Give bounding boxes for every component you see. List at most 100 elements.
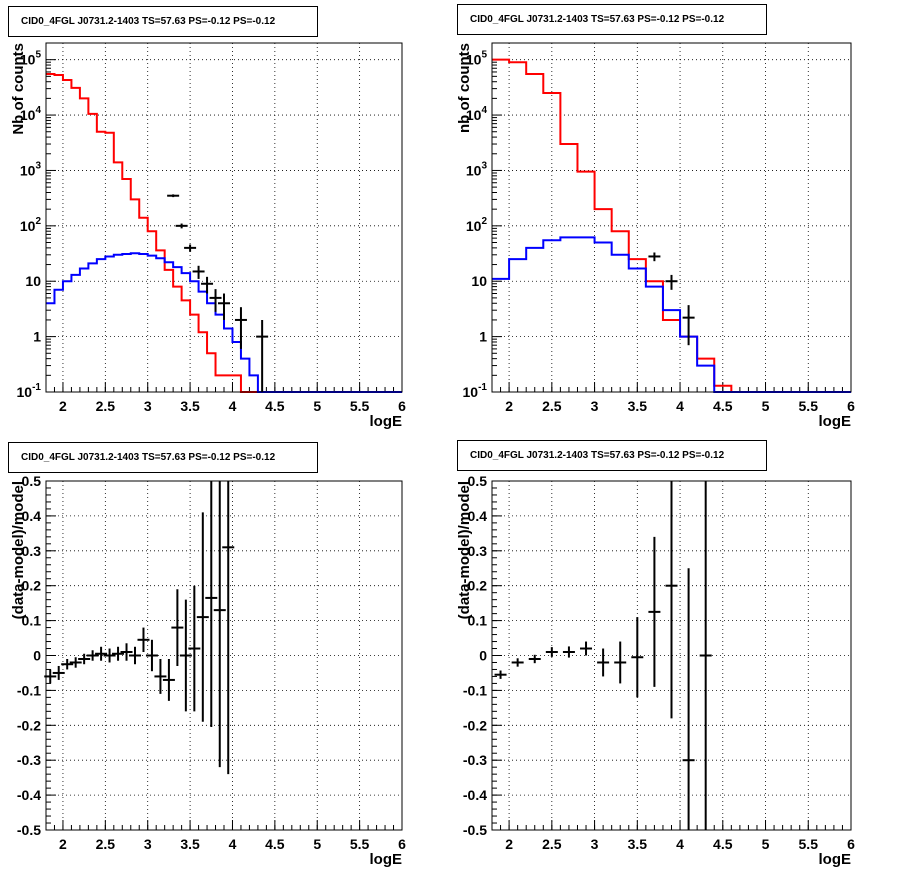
x-tick-label: 5.5	[799, 836, 819, 852]
x-tick-label: 6	[398, 398, 406, 414]
x-tick-label: 3	[591, 398, 599, 414]
y-tick-label: 0.3	[468, 543, 488, 559]
x-tick-label: 3	[144, 398, 152, 414]
histogram-series-red	[492, 58, 851, 393]
y-tick-label: 0.2	[22, 578, 42, 594]
y-tick-label: 104	[20, 105, 42, 123]
x-tick-label: 3	[144, 836, 152, 852]
residual-panel-bottom-right: CID0_4FGL J0731.2-1403 TS=57.63 PS=-0.12…	[449, 438, 898, 875]
y-tick-label: 0.1	[468, 613, 488, 629]
x-tick-label: 2.5	[542, 836, 562, 852]
y-axis-label: (data-model)/model	[10, 481, 27, 619]
axes	[45, 42, 403, 393]
x-tick-label: 5	[762, 836, 770, 852]
y-tick-label: 10	[471, 273, 487, 289]
x-tick-label: 5	[313, 836, 321, 852]
y-tick-label: -0.1	[17, 682, 41, 698]
x-tick-label: 2	[59, 398, 67, 414]
y-tick-label: 103	[20, 160, 42, 178]
y-tick-label: 105	[20, 50, 42, 68]
y-tick-label: -0.2	[463, 717, 487, 733]
y-tick-label: -0.4	[17, 787, 41, 803]
y-tick-label: 0	[33, 648, 41, 664]
x-tick-label: 2	[59, 836, 67, 852]
axes	[491, 480, 852, 831]
x-axis-label: logE	[819, 413, 852, 430]
x-tick-label: 6	[847, 398, 855, 414]
histogram-series-blue	[492, 236, 851, 393]
x-tick-label: 2.5	[96, 398, 116, 414]
plot-title: CID0_4FGL J0731.2-1403 TS=57.63 PS=-0.12…	[457, 4, 767, 35]
y-axis-label: Nb of counts	[10, 43, 27, 135]
y-tick-label: -0.4	[463, 787, 487, 803]
plot-title: CID0_4FGL J0731.2-1403 TS=57.63 PS=-0.12…	[8, 442, 318, 473]
y-tick-label: 105	[466, 50, 488, 68]
grid-lines	[46, 43, 403, 393]
x-tick-label: 3.5	[180, 398, 200, 414]
y-tick-label: 0.1	[22, 613, 42, 629]
grid-lines	[46, 480, 403, 831]
grid-lines	[492, 43, 852, 393]
histogram-series-blue	[46, 252, 402, 393]
y-tick-label: 103	[466, 160, 488, 178]
y-tick-label: -0.1	[463, 682, 487, 698]
axes	[491, 42, 852, 393]
x-tick-label: 2.5	[542, 398, 562, 414]
x-tick-label: 4.5	[265, 836, 285, 852]
x-tick-label: 5	[313, 398, 321, 414]
spectrum-chart-top-left: 2 2.5 3 3.5 4 4.5 5 5.5 6 10-1 1 10 102 103 104 105 logE…	[10, 42, 406, 430]
y-tick-label: 0.4	[468, 508, 488, 524]
y-axis-label: (data-model)/model	[456, 481, 473, 619]
y-tick-label: 0.5	[22, 473, 42, 489]
y-tick-label: -0.5	[463, 822, 487, 838]
spectrum-panel-top-right: CID0_4FGL J0731.2-1403 TS=57.63 PS=-0.12…	[449, 0, 898, 437]
x-tick-label: 6	[847, 836, 855, 852]
y-tick-label: 10	[25, 273, 41, 289]
residual-chart-bottom-right: 2 2.5 3 3.5 4 4.5 5 5.5 6 -0.5 -0.4 -0.3 -0.2 -0.1 0 0.…	[456, 473, 855, 868]
histogram-series-red	[46, 73, 402, 393]
y-tick-label: 102	[20, 216, 42, 234]
y-tick-label: 104	[466, 105, 488, 123]
residual-panel-bottom-left: CID0_4FGL J0731.2-1403 TS=57.63 PS=-0.12…	[0, 438, 449, 875]
x-tick-label: 4.5	[713, 836, 733, 852]
y-tick-label: 1	[479, 329, 487, 345]
y-tick-label: 0	[479, 648, 487, 664]
x-tick-label: 4.5	[265, 398, 285, 414]
residual-chart-bottom-left: 2 2.5 3 3.5 4 4.5 5 5.5 6 -0.5 -0.4 -0.3 -0.2 -0.1 0 0.…	[10, 473, 406, 868]
x-tick-label: 6	[398, 836, 406, 852]
plot-frame	[45, 42, 403, 393]
y-tick-label: 102	[466, 216, 488, 234]
y-tick-label: -0.2	[17, 717, 41, 733]
y-tick-label: 10-1	[17, 382, 42, 400]
x-axis-label: logE	[370, 413, 403, 430]
axes	[45, 480, 403, 831]
plot-title: CID0_4FGL J0731.2-1403 TS=57.63 PS=-0.12…	[8, 6, 318, 37]
y-tick-label: 0.4	[22, 508, 42, 524]
plot-frame	[491, 42, 852, 393]
x-tick-label: 4.5	[713, 398, 733, 414]
y-tick-label: 0.5	[468, 473, 488, 489]
x-tick-label: 3.5	[180, 836, 200, 852]
x-axis-label: logE	[370, 851, 403, 868]
x-tick-label: 3	[591, 836, 599, 852]
y-tick-label: 0.3	[22, 543, 42, 559]
x-tick-label: 5	[762, 398, 770, 414]
x-tick-label: 2	[505, 836, 513, 852]
plot-title: CID0_4FGL J0731.2-1403 TS=57.63 PS=-0.12…	[457, 440, 767, 471]
x-tick-label: 4	[229, 398, 237, 414]
y-tick-label: -0.5	[17, 822, 41, 838]
x-tick-label: 3.5	[628, 836, 648, 852]
x-tick-label: 2.5	[96, 836, 116, 852]
y-axis-label: nb of counts	[456, 43, 473, 133]
y-tick-label: 0.2	[468, 578, 488, 594]
y-tick-label: -0.3	[463, 752, 487, 768]
x-tick-label: 5.5	[799, 398, 819, 414]
y-tick-label: 10-1	[463, 382, 488, 400]
x-tick-label: 4	[229, 836, 237, 852]
x-tick-label: 2	[505, 398, 513, 414]
x-tick-label: 5.5	[350, 836, 370, 852]
y-tick-label: -0.3	[17, 752, 41, 768]
x-axis-label: logE	[819, 851, 852, 868]
x-tick-label: 5.5	[350, 398, 370, 414]
spectrum-panel-top-left: CID0_4FGL J0731.2-1403 TS=57.63 PS=-0.12…	[0, 0, 449, 437]
